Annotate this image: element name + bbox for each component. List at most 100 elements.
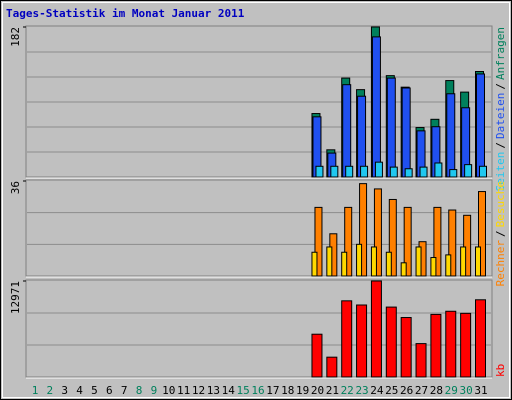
bar bbox=[326, 246, 333, 277]
legend-separator: / bbox=[494, 230, 507, 237]
bar bbox=[345, 165, 354, 178]
bar bbox=[370, 246, 377, 277]
bar bbox=[476, 73, 485, 178]
chart-title: Tages-Statistik im Monat Januar 2011 bbox=[6, 7, 245, 20]
bar bbox=[360, 165, 369, 178]
x-tick-label: 25 bbox=[385, 384, 398, 397]
x-tick-label: 7 bbox=[121, 384, 128, 397]
x-tick-label: 9 bbox=[151, 384, 158, 397]
x-tick-label: 11 bbox=[177, 384, 190, 397]
x-tick-label: 18 bbox=[281, 384, 294, 397]
bar bbox=[445, 254, 452, 277]
x-tick-label: 16 bbox=[251, 384, 264, 397]
y-tick-label: 12971 bbox=[9, 281, 22, 314]
bar bbox=[404, 168, 413, 178]
x-tick-label: 30 bbox=[460, 384, 473, 397]
x-tick-label: 14 bbox=[222, 384, 236, 397]
x-tick-label: 1 bbox=[32, 384, 39, 397]
bar bbox=[430, 257, 437, 277]
x-tick-label: 12 bbox=[192, 384, 205, 397]
legend-entry: Besuche bbox=[494, 181, 507, 227]
legend-entry: kb bbox=[494, 364, 507, 377]
bar bbox=[401, 87, 411, 178]
x-tick-label: 28 bbox=[430, 384, 443, 397]
bar bbox=[400, 317, 412, 378]
legend-separator: / bbox=[494, 83, 507, 90]
x-tick-label: 20 bbox=[311, 384, 324, 397]
x-tick-label: 6 bbox=[106, 384, 113, 397]
bar bbox=[430, 313, 442, 378]
bar bbox=[311, 333, 323, 378]
bar bbox=[445, 310, 457, 378]
x-tick-label: 10 bbox=[162, 384, 175, 397]
bar bbox=[449, 169, 458, 178]
bar bbox=[388, 198, 397, 277]
bar bbox=[446, 93, 456, 178]
y-tick-label: 36 bbox=[9, 181, 22, 194]
bar bbox=[315, 165, 324, 178]
x-tick-label: 29 bbox=[445, 384, 458, 397]
bar bbox=[311, 251, 318, 277]
bar bbox=[356, 243, 363, 277]
bar bbox=[475, 299, 486, 378]
x-tick-label: 31 bbox=[474, 384, 487, 397]
bar bbox=[434, 162, 443, 178]
legend-separator: / bbox=[494, 142, 507, 149]
legend: Rechner / Besuche bbox=[494, 181, 507, 286]
bar bbox=[344, 206, 353, 277]
bar bbox=[479, 165, 487, 178]
bar bbox=[359, 183, 368, 277]
bar bbox=[341, 300, 353, 378]
bar bbox=[386, 77, 396, 178]
x-tick-label: 17 bbox=[266, 384, 279, 397]
bar bbox=[403, 206, 412, 277]
bar bbox=[385, 306, 397, 378]
bar bbox=[433, 206, 442, 277]
bar bbox=[341, 251, 348, 277]
bar bbox=[374, 161, 383, 178]
bar bbox=[373, 188, 382, 277]
x-tick-label: 21 bbox=[326, 384, 339, 397]
y-tick-label: 182 bbox=[9, 27, 22, 47]
x-tick-label: 13 bbox=[207, 384, 220, 397]
bar bbox=[460, 246, 467, 277]
legend-entry: Seiten bbox=[494, 152, 507, 192]
legend-entry: Dateien bbox=[494, 93, 507, 139]
panel bbox=[25, 279, 493, 378]
bar bbox=[326, 356, 338, 378]
x-tick-label: 2 bbox=[47, 384, 54, 397]
bar bbox=[415, 343, 427, 378]
x-tick-label: 8 bbox=[136, 384, 143, 397]
bar bbox=[448, 209, 457, 277]
bar bbox=[389, 166, 398, 178]
bar bbox=[330, 165, 339, 178]
bar bbox=[419, 166, 428, 178]
bar bbox=[356, 304, 368, 378]
bar bbox=[463, 214, 472, 277]
x-tick-label: 5 bbox=[91, 384, 98, 397]
bar bbox=[415, 246, 422, 277]
x-tick-label: 22 bbox=[341, 384, 354, 397]
bar bbox=[400, 262, 407, 277]
bar bbox=[478, 191, 486, 277]
panel bbox=[25, 179, 493, 277]
bar bbox=[370, 280, 382, 378]
x-tick-label: 27 bbox=[415, 384, 428, 397]
bar bbox=[371, 36, 381, 178]
bar bbox=[460, 312, 472, 378]
bar bbox=[314, 206, 323, 277]
bar bbox=[464, 164, 473, 178]
legend: kb bbox=[494, 364, 507, 377]
bar bbox=[357, 95, 367, 178]
x-tick-label: 3 bbox=[61, 384, 68, 397]
bar bbox=[475, 246, 481, 277]
x-tick-label: 26 bbox=[400, 384, 413, 397]
bar bbox=[385, 251, 392, 277]
x-tick-label: 4 bbox=[76, 384, 83, 397]
legend-entry: Rechner bbox=[494, 240, 507, 287]
x-tick-label: 15 bbox=[237, 384, 250, 397]
legend-entry: Anfragen bbox=[494, 27, 507, 80]
bar bbox=[342, 84, 352, 178]
